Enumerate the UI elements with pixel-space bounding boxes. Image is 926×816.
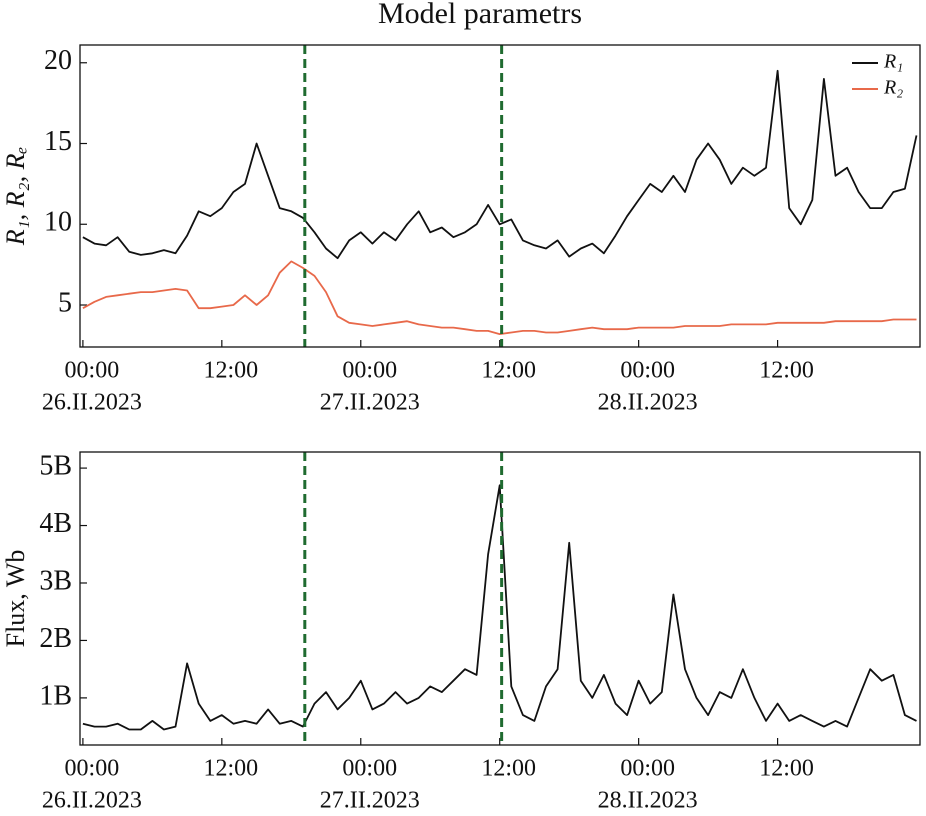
data-line xyxy=(82,260,917,335)
x-tick-date: 26.II.2023 xyxy=(42,788,142,814)
y-tick-label: 1B xyxy=(39,680,72,711)
data-line xyxy=(82,484,917,731)
y-tick-label: 5B xyxy=(39,451,72,482)
x-tick-label: 00:00 xyxy=(342,358,397,384)
x-tick-date: 26.II.2023 xyxy=(42,390,142,416)
figure-title: Model parametrs xyxy=(378,0,582,30)
axes-frame xyxy=(79,451,921,746)
y-tick-label: 5 xyxy=(58,287,72,318)
legend-label: R₁ xyxy=(883,51,903,73)
x-tick-label: 00:00 xyxy=(65,358,120,384)
x-tick-label: 00:00 xyxy=(620,756,675,782)
x-tick-label: 12:00 xyxy=(481,756,536,782)
y-tick-label: 4B xyxy=(39,508,72,539)
y-tick-label: 2B xyxy=(39,623,72,654)
x-tick-label: 00:00 xyxy=(342,756,397,782)
y-tick-label: 10 xyxy=(44,207,72,238)
x-tick-date: 27.II.2023 xyxy=(320,788,420,814)
x-tick-date: 28.II.2023 xyxy=(598,390,698,416)
data-line xyxy=(82,69,918,260)
x-tick-label: 00:00 xyxy=(620,358,675,384)
x-tick-label: 12:00 xyxy=(203,756,258,782)
legend-label: R₂ xyxy=(883,77,903,99)
x-tick-label: 12:00 xyxy=(759,756,814,782)
x-tick-date: 27.II.2023 xyxy=(320,390,420,416)
y-axis-label: Flux, Wb xyxy=(1,550,30,648)
axes-frame xyxy=(79,44,921,348)
y-tick-label: 3B xyxy=(39,565,72,596)
x-tick-label: 00:00 xyxy=(65,756,120,782)
y-tick-label: 15 xyxy=(44,126,72,157)
x-tick-label: 12:00 xyxy=(203,358,258,384)
x-tick-date: 28.II.2023 xyxy=(598,788,698,814)
x-tick-label: 12:00 xyxy=(759,358,814,384)
x-tick-label: 12:00 xyxy=(481,358,536,384)
plot-area xyxy=(82,484,917,731)
y-tick-label: 20 xyxy=(44,45,72,76)
y-axis-label: R₁, R₂, Rₑ xyxy=(1,147,30,247)
plot-area xyxy=(82,69,918,335)
